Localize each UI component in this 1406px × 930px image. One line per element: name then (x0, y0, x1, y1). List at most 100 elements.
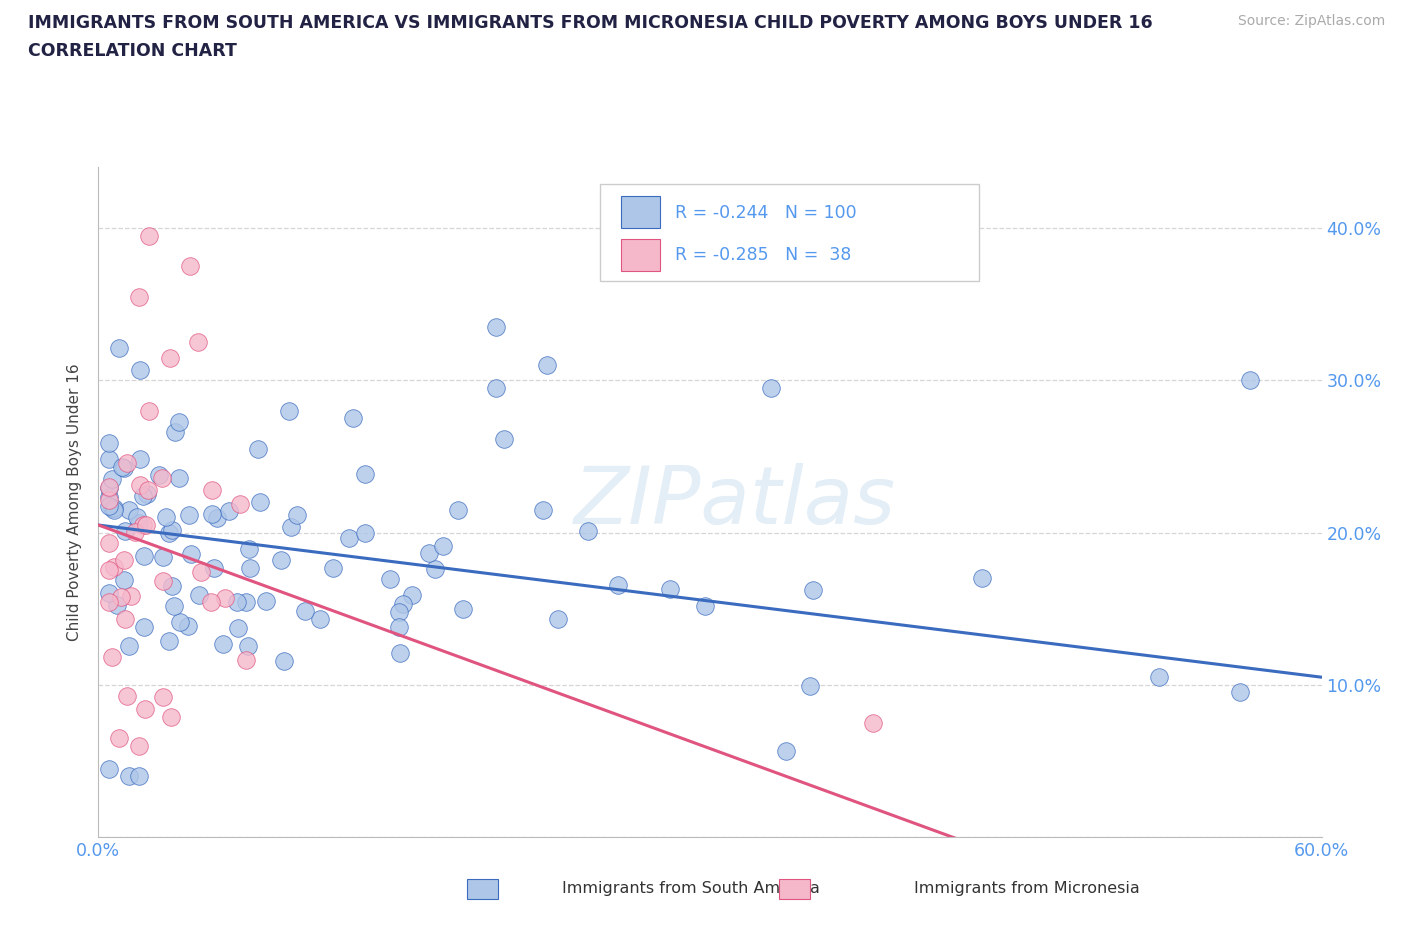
Point (214, 591, 236, 605)
Point (447, 503, 470, 518)
Point (273, 654, 295, 669)
Point (228, 497, 250, 512)
Point (135, 518, 157, 533)
Point (180, 546, 202, 561)
Point (235, 653, 257, 668)
Point (138, 404, 160, 418)
Point (97, 594, 120, 609)
Point (163, 425, 186, 440)
Point (205, 511, 228, 525)
Point (148, 468, 170, 483)
Point (576, 524, 599, 538)
Point (391, 597, 413, 612)
Point (451, 602, 474, 617)
Point (128, 515, 150, 530)
Point (536, 358, 558, 373)
Point (238, 542, 260, 557)
Point (110, 590, 132, 604)
Point (114, 524, 136, 538)
Point (97, 586, 120, 601)
Point (136, 486, 159, 501)
Point (115, 689, 138, 704)
Point (97, 489, 120, 504)
Point (167, 415, 190, 430)
Point (309, 612, 332, 627)
Point (103, 502, 125, 517)
Point (129, 477, 152, 492)
Point (97, 435, 120, 450)
Point (1147, 670, 1170, 684)
Bar (620, 238, 659, 271)
Point (129, 363, 152, 378)
Point (97, 536, 120, 551)
Point (101, 472, 124, 486)
Point (211, 636, 233, 651)
Text: Source: ZipAtlas.com: Source: ZipAtlas.com (1237, 14, 1385, 28)
Point (150, 471, 173, 485)
Point (97, 563, 120, 578)
Point (202, 561, 225, 576)
Point (132, 619, 155, 634)
Text: R = -0.244   N = 100: R = -0.244 N = 100 (675, 204, 856, 221)
Point (177, 508, 200, 523)
Point (128, 452, 150, 467)
Point (607, 578, 630, 592)
Point (294, 604, 316, 618)
Point (432, 538, 454, 553)
Point (97, 480, 120, 495)
Point (401, 588, 423, 603)
Point (179, 259, 201, 273)
Point (862, 715, 884, 730)
Point (236, 639, 259, 654)
Point (155, 510, 177, 525)
Point (226, 620, 249, 635)
Point (200, 594, 222, 609)
Point (112, 460, 135, 475)
Point (693, 598, 716, 613)
Point (118, 502, 141, 517)
Point (246, 442, 269, 457)
Point (388, 604, 411, 619)
Point (485, 320, 508, 335)
Text: Immigrants from Micronesia: Immigrants from Micronesia (914, 881, 1140, 896)
Point (201, 482, 224, 497)
Point (801, 582, 824, 597)
Bar (620, 196, 659, 228)
Point (152, 574, 174, 589)
Point (388, 620, 411, 635)
Point (354, 466, 377, 481)
Y-axis label: Child Poverty Among Boys Under 16: Child Poverty Among Boys Under 16 (67, 364, 83, 641)
Point (342, 411, 364, 426)
Point (270, 552, 292, 567)
Point (239, 561, 262, 576)
Point (114, 552, 136, 567)
Point (322, 561, 344, 576)
Point (353, 525, 375, 540)
Point (531, 502, 554, 517)
Text: IMMIGRANTS FROM SOUTH AMERICA VS IMMIGRANTS FROM MICRONESIA CHILD POVERTY AMONG : IMMIGRANTS FROM SOUTH AMERICA VS IMMIGRA… (28, 14, 1153, 32)
Point (105, 598, 128, 613)
Point (167, 470, 190, 485)
Point (103, 559, 125, 574)
Point (190, 565, 212, 579)
Point (163, 598, 186, 613)
Point (152, 690, 174, 705)
Point (97, 492, 120, 507)
Point (218, 504, 240, 519)
Point (162, 523, 184, 538)
Point (1239, 373, 1261, 388)
Point (157, 526, 180, 541)
Point (249, 495, 271, 510)
Point (187, 335, 209, 350)
Point (761, 380, 783, 395)
Point (125, 510, 148, 525)
Text: ZIPatlas: ZIPatlas (574, 463, 896, 541)
Point (389, 645, 412, 660)
Point (112, 573, 135, 588)
Point (775, 743, 797, 758)
Point (799, 679, 821, 694)
Point (97, 498, 120, 513)
Point (659, 581, 682, 596)
Point (187, 587, 209, 602)
Point (111, 460, 134, 475)
